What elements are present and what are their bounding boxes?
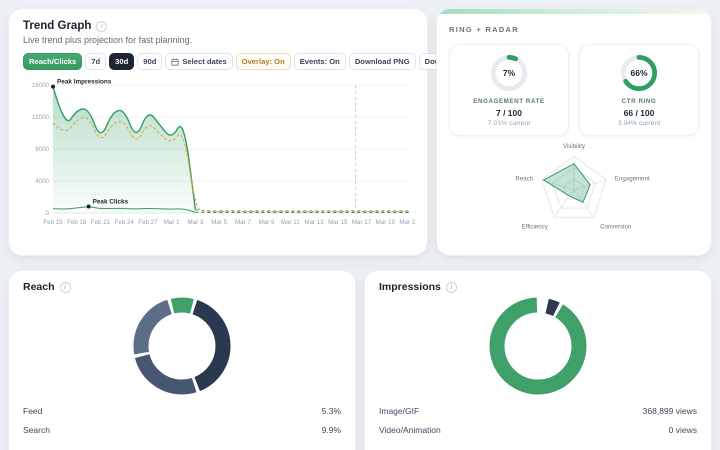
reach-title: Reach	[23, 281, 55, 293]
info-icon[interactable]	[96, 20, 108, 32]
svg-text:Feb 24: Feb 24	[115, 219, 135, 226]
svg-text:Conversion: Conversion	[600, 223, 632, 230]
trend-subtitle: Live trend plus projection for fast plan…	[23, 35, 193, 45]
svg-text:8000: 8000	[35, 146, 49, 153]
svg-text:Mar 9: Mar 9	[259, 219, 275, 226]
ring-radar-title: RING + RADAR	[449, 25, 519, 34]
ctr-ring	[620, 54, 658, 92]
ctr-ring-wrap: 66%	[620, 54, 658, 92]
trend-graph-card: Trend Graph Live trend plus projection f…	[8, 8, 486, 256]
overlay-toggle-button[interactable]: Overlay: On	[235, 53, 291, 70]
engagement-rate-tile: 7% ENGAGEMENT RATE 7 / 100 7.01% current	[449, 44, 569, 136]
impressions-card: Impressions Image/GIF 368,899 views Vide…	[364, 270, 712, 450]
engagement-rate-score: 7 / 100	[496, 108, 522, 118]
svg-text:Feb 21: Feb 21	[91, 219, 111, 226]
range-90d-button[interactable]: 90d	[137, 53, 163, 70]
radar-chart: Visibility Engagement Conversion Efficiency…	[515, 143, 650, 230]
radar-chart-wrap: Visibility Engagement Conversion Efficiency…	[449, 140, 699, 240]
svg-text:Feb 18: Feb 18	[67, 219, 87, 226]
svg-text:16000: 16000	[32, 82, 50, 89]
events-toggle-button[interactable]: Events: On	[293, 53, 346, 70]
ctr-ring-value: 66%	[630, 68, 648, 78]
legend-row[interactable]: Search 9.9%	[23, 420, 341, 439]
impressions-title: Impressions	[379, 281, 441, 293]
range-30d-button[interactable]: 30d	[109, 53, 135, 70]
svg-text:Feb 27: Feb 27	[138, 219, 158, 226]
svg-text:Mar 3: Mar 3	[187, 219, 203, 226]
svg-text:Mar 11: Mar 11	[281, 219, 300, 226]
ctr-ring-score: 66 / 100	[623, 108, 655, 118]
calendar-icon	[171, 58, 179, 66]
card-accent-band	[437, 9, 711, 14]
impressions-legend: Image/GIF 368,899 views Video/Animation …	[379, 401, 697, 439]
svg-text:Efficiency: Efficiency	[522, 223, 549, 230]
range-7d-button[interactable]: 7d	[85, 53, 107, 70]
download-png-button[interactable]: Download PNG	[348, 53, 416, 70]
svg-text:Mar 1: Mar 1	[164, 219, 180, 226]
ctr-ring-current: 3.94% current	[617, 120, 661, 127]
select-dates-label: Select dates	[182, 57, 227, 66]
svg-text:Mar 7: Mar 7	[235, 219, 251, 226]
impressions-donut[interactable]	[489, 297, 587, 395]
svg-text:Mar 15: Mar 15	[328, 219, 348, 226]
svg-text:Mar 17: Mar 17	[352, 219, 372, 226]
engagement-rate-current: 7.01% current	[487, 120, 531, 127]
svg-text:Peak Impressions: Peak Impressions	[57, 79, 112, 86]
legend-value: 368,899 views	[642, 405, 697, 416]
info-icon[interactable]	[59, 281, 71, 293]
svg-text:Mar 5: Mar 5	[211, 219, 227, 226]
reach-card: Reach Feed 5.3% Search 9.9%	[8, 270, 356, 450]
trend-graph-header: Trend Graph	[23, 20, 413, 32]
trend-graph-title: Trend Graph	[23, 20, 92, 32]
legend-value: 0 views	[668, 424, 697, 435]
svg-text:Mar 13: Mar 13	[304, 219, 324, 226]
reach-donut[interactable]	[133, 297, 231, 395]
impressions-donut-wrap	[379, 297, 697, 395]
legend-label: Search	[23, 424, 50, 435]
info-icon[interactable]	[445, 281, 457, 293]
svg-text:Mar 22: Mar 22	[399, 219, 415, 226]
engagement-ring-wrap: 7%	[490, 54, 528, 92]
engagement-rate-label: ENGAGEMENT RATE	[473, 98, 545, 105]
svg-text:4000: 4000	[35, 178, 49, 185]
engagement-ring	[490, 54, 528, 92]
svg-text:0: 0	[46, 210, 50, 217]
ring-tiles: 7% ENGAGEMENT RATE 7 / 100 7.01% current…	[449, 44, 699, 136]
trend-toolbar: Reach/Clicks 7d 30d 90d Select dates Ove…	[23, 53, 486, 70]
svg-text:Reach: Reach	[515, 175, 533, 182]
ctr-ring-tile: 66% CTR RING 66 / 100 3.94% current	[579, 44, 699, 136]
ctr-ring-label: CTR RING	[621, 98, 657, 105]
impressions-header: Impressions	[379, 281, 697, 293]
svg-text:Mar 19: Mar 19	[376, 219, 396, 226]
legend-row[interactable]: Video/Animation 0 views	[379, 420, 697, 439]
select-dates-button[interactable]: Select dates	[165, 53, 233, 70]
svg-text:Peak Clicks: Peak Clicks	[93, 198, 129, 205]
legend-row[interactable]: Feed 5.3%	[23, 401, 341, 420]
reach-header: Reach	[23, 281, 341, 293]
reach-legend: Feed 5.3% Search 9.9%	[23, 401, 341, 439]
trend-chart[interactable]: 0 4000 8000 12000 16000 Feb 15 Feb 18 Feb 21 Feb…	[23, 75, 415, 227]
metric-toggle-button[interactable]: Reach/Clicks	[23, 53, 83, 70]
legend-label: Video/Animation	[379, 424, 441, 435]
engagement-ring-value: 7%	[502, 68, 516, 78]
legend-row[interactable]: Image/GIF 368,899 views	[379, 401, 697, 420]
ring-radar-card: RING + RADAR 7% ENGAGEMENT RATE 7 / 100 …	[436, 8, 712, 256]
legend-value: 5.3%	[321, 405, 341, 416]
legend-label: Image/GIF	[379, 405, 420, 416]
legend-label: Feed	[23, 405, 43, 416]
reach-donut-wrap	[23, 297, 341, 395]
svg-text:12000: 12000	[32, 114, 50, 121]
svg-text:Visibility: Visibility	[563, 143, 586, 150]
legend-value: 9.9%	[321, 424, 341, 435]
svg-text:Engagement: Engagement	[615, 175, 650, 182]
svg-text:Feb 15: Feb 15	[43, 219, 63, 226]
